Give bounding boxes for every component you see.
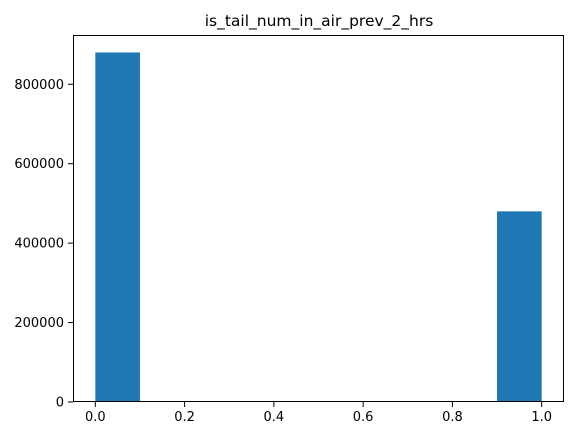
x-tick-label-0: 0.0 <box>85 410 106 425</box>
x-tick-label-2: 0.4 <box>264 410 285 425</box>
y-axis: 0 200000 400000 600000 800000 <box>14 78 73 411</box>
x-axis: 0.0 0.2 0.4 0.6 0.8 1.0 <box>85 402 552 425</box>
histogram-bar-9 <box>497 211 542 402</box>
chart-title: is_tail_num_in_air_prev_2_hrs <box>205 12 434 31</box>
y-tick-label-4: 800000 <box>14 78 64 93</box>
y-tick-label-1: 200000 <box>14 316 64 331</box>
bars-group <box>95 52 542 402</box>
y-tick-label-0: 0 <box>56 396 64 411</box>
y-tick-label-2: 400000 <box>14 237 64 252</box>
y-tick-label-3: 600000 <box>14 157 64 172</box>
x-tick-label-5: 1.0 <box>531 410 552 425</box>
x-tick-label-4: 0.8 <box>442 410 463 425</box>
plot-frame <box>73 35 564 402</box>
histogram-bar-0 <box>95 52 140 402</box>
x-tick-label-3: 0.6 <box>353 410 374 425</box>
x-tick-label-1: 0.2 <box>174 410 195 425</box>
